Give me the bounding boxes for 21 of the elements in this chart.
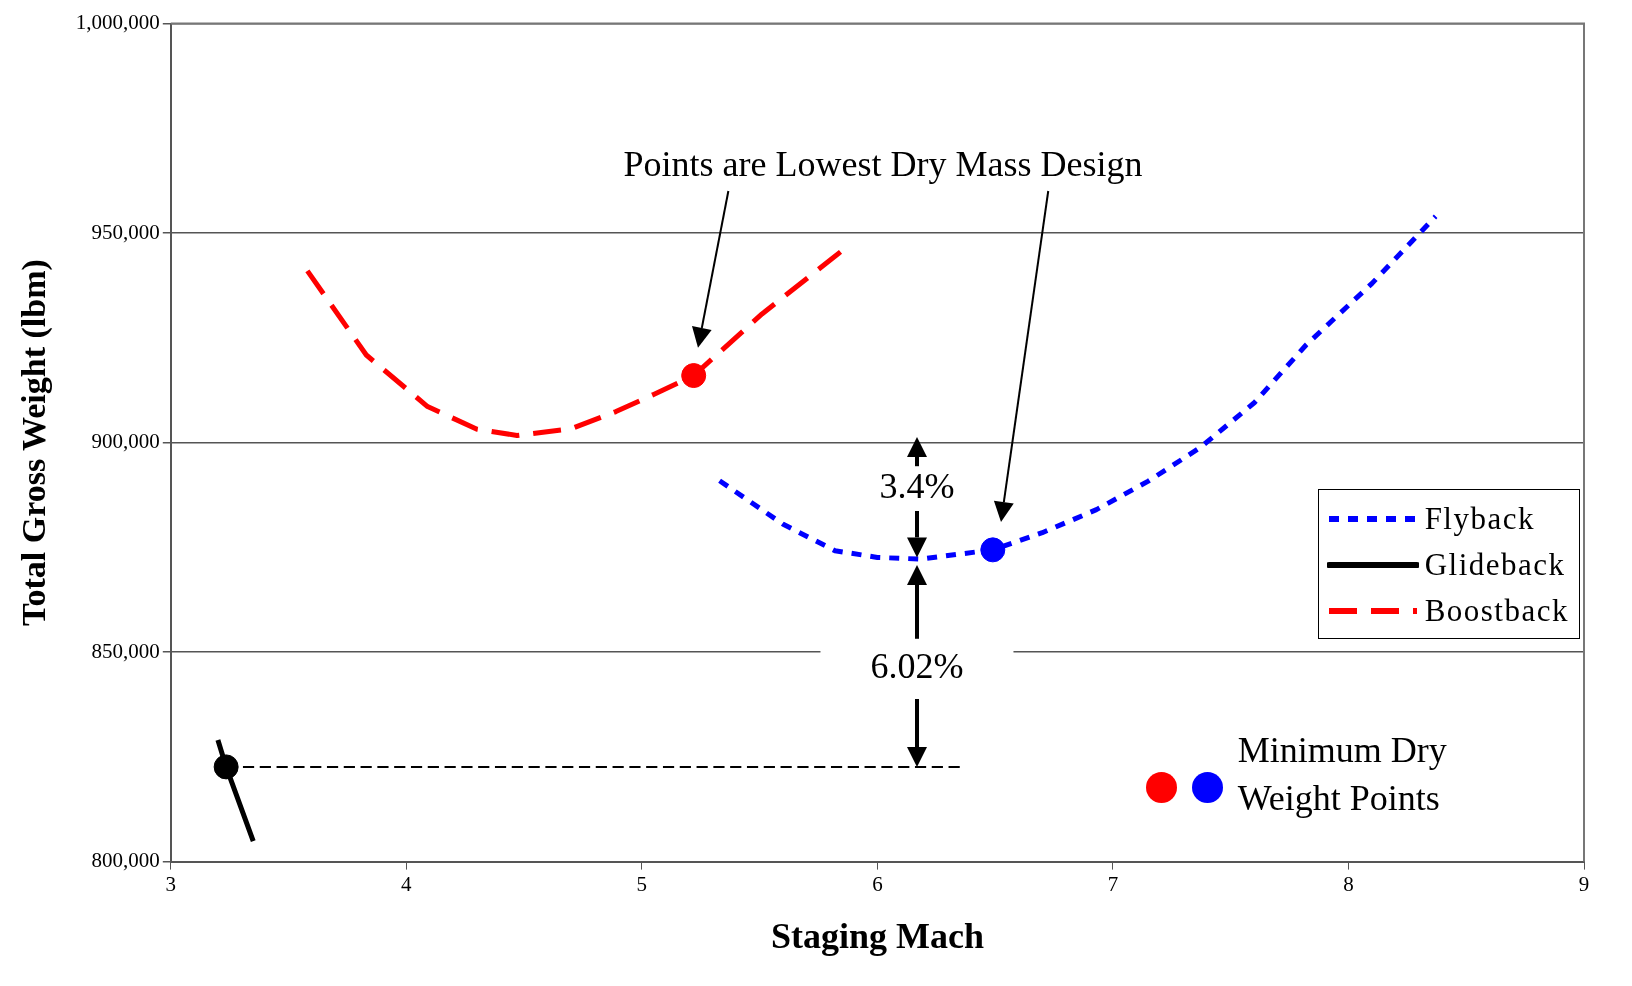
annotation: 6.02% [870, 646, 964, 687]
y-tick-label: 800,000 [91, 848, 160, 873]
annotation: 3.4% [879, 466, 955, 507]
x-tick-label: 7 [1107, 871, 1119, 896]
x-tick-label: 8 [1343, 871, 1354, 896]
y-axis-title: Total Gross Weight (lbm) [15, 259, 54, 627]
y-tick-label: 950,000 [91, 219, 160, 244]
y-tick-label: 900,000 [91, 429, 160, 454]
y-tick-label: 850,000 [91, 638, 160, 663]
x-tick-label: 4 [401, 871, 413, 896]
legend-label: Boostback [1424, 592, 1569, 629]
legend-label: Glideback [1424, 546, 1566, 583]
x-tick-label: 5 [636, 871, 648, 896]
x-axis-title: Staging Mach [770, 915, 984, 956]
legend-label: Flyback [1424, 500, 1535, 537]
y-tick-label: 1,000,000 [75, 10, 160, 35]
annotation: Points are Lowest Dry Mass Design [623, 144, 1143, 185]
annotation: Minimum Dry Weight Points [1237, 730, 1447, 819]
x-tick-label: 9 [1578, 871, 1590, 896]
x-tick-label: 6 [872, 871, 883, 896]
x-tick-label: 3 [165, 871, 177, 896]
